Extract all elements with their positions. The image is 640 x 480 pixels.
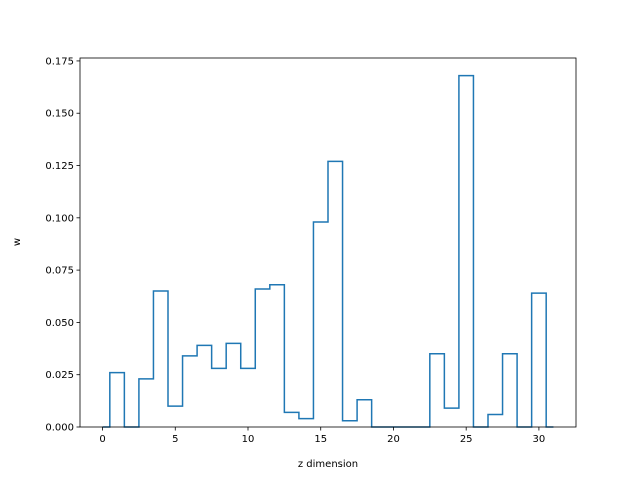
axes-frame [79, 57, 577, 428]
x-tick-label: 5 [172, 434, 178, 445]
x-tick-label: 25 [460, 434, 473, 445]
y-tick-label: 0.050 [45, 318, 74, 329]
y-tick-label: 0.150 [45, 109, 74, 120]
x-tick-label: 15 [314, 434, 327, 445]
x-tick-label: 20 [387, 434, 400, 445]
y-tick-label: 0.075 [45, 266, 74, 277]
plot-area: 0 5 10 15 20 25 30 0.000 0.025 0.050 0.075 0.100 0.1… [45, 56, 577, 445]
y-tick-label: 0.000 [45, 423, 74, 434]
y-tick-label: 0.125 [45, 161, 74, 172]
x-tick-label: 30 [533, 434, 546, 445]
y-tick-label: 0.025 [45, 370, 74, 381]
y-axis-label: w [12, 238, 23, 246]
y-tick-label: 0.175 [45, 56, 74, 67]
x-axis-label: z dimension [298, 459, 358, 470]
y-tick-label: 0.100 [45, 213, 74, 224]
x-tick-label: 0 [99, 434, 105, 445]
x-tick-label: 10 [242, 434, 255, 445]
